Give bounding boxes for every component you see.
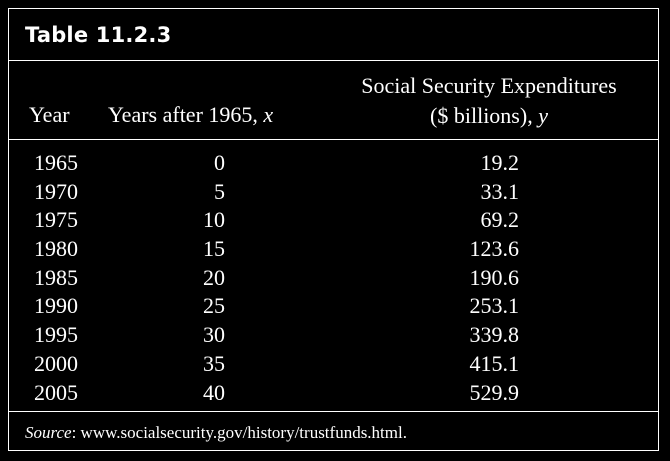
cell-x: 5 bbox=[214, 178, 225, 204]
header-expenditures: Social Security Expenditures ($ billions… bbox=[334, 71, 644, 131]
header-years-after: Years after 1965, x bbox=[108, 100, 273, 130]
cell-x: 35 bbox=[203, 350, 225, 376]
cell-year: 2005 bbox=[34, 379, 78, 405]
table-row: 1995 30 339.8 bbox=[9, 321, 658, 350]
header-y-variable: y bbox=[538, 103, 548, 128]
cell-year: 1995 bbox=[34, 322, 78, 348]
cell-y: 19.2 bbox=[480, 150, 520, 175]
cell-x: 40 bbox=[203, 379, 225, 405]
source-note: Source: www.socialsecurity.gov/history/t… bbox=[25, 423, 407, 443]
cell-y: 339.8 bbox=[469, 322, 520, 348]
header-expenditures-line2: ($ billions), y bbox=[334, 101, 644, 131]
table-row: 1975 10 69.2 bbox=[9, 206, 658, 235]
cell-y: 69.2 bbox=[480, 207, 520, 233]
title-bar: Table 11.2.3 bbox=[9, 9, 658, 61]
cell-year: 2000 bbox=[34, 350, 78, 376]
cell-y: 415.1 bbox=[469, 350, 520, 376]
cell-x: 10 bbox=[203, 207, 225, 233]
table-row: 1985 20 190.6 bbox=[9, 264, 658, 293]
source-label: Source bbox=[25, 423, 72, 442]
cell-x: 0 bbox=[214, 150, 225, 175]
table-row: 1970 5 33.1 bbox=[9, 178, 658, 207]
header-expenditures-line1: Social Security Expenditures bbox=[361, 73, 617, 98]
cell-x: 20 bbox=[203, 264, 225, 290]
header-year: Year bbox=[29, 102, 70, 127]
cell-year: 1965 bbox=[34, 150, 78, 175]
header-divider bbox=[9, 139, 658, 140]
header-x-variable: x bbox=[263, 102, 274, 127]
cell-year: 1985 bbox=[34, 264, 78, 290]
cell-year: 1975 bbox=[34, 207, 78, 233]
cell-year: 1990 bbox=[34, 293, 78, 319]
table-frame: Table 11.2.3 Year Years after 1965, x So… bbox=[8, 8, 659, 451]
cell-x: 30 bbox=[203, 322, 225, 348]
table-body: 1965 0 19.2 1970 5 33.1 1975 10 69.2 198… bbox=[9, 149, 658, 407]
cell-x: 15 bbox=[203, 236, 225, 262]
cell-y: 529.9 bbox=[469, 379, 520, 405]
cell-y: 253.1 bbox=[469, 293, 520, 319]
table-title: Table 11.2.3 bbox=[25, 23, 172, 47]
cell-y: 33.1 bbox=[480, 178, 520, 204]
table-row: 1965 0 19.2 bbox=[9, 149, 658, 178]
cell-x: 25 bbox=[203, 293, 225, 319]
source-url-text: : www.socialsecurity.gov/history/trustfu… bbox=[71, 423, 407, 442]
cell-y: 190.6 bbox=[469, 264, 520, 290]
cell-year: 1970 bbox=[34, 178, 78, 204]
cell-y: 123.6 bbox=[469, 236, 520, 262]
table-row: 2005 40 529.9 bbox=[9, 379, 658, 408]
footer-divider bbox=[9, 411, 658, 412]
header-years-after-text: Years after 1965, bbox=[108, 102, 264, 127]
table-row: 1990 25 253.1 bbox=[9, 292, 658, 321]
table-row: 1980 15 123.6 bbox=[9, 235, 658, 264]
table-row: 2000 35 415.1 bbox=[9, 350, 658, 379]
cell-year: 1980 bbox=[34, 236, 78, 262]
header-expenditures-units: ($ billions), bbox=[430, 103, 539, 128]
